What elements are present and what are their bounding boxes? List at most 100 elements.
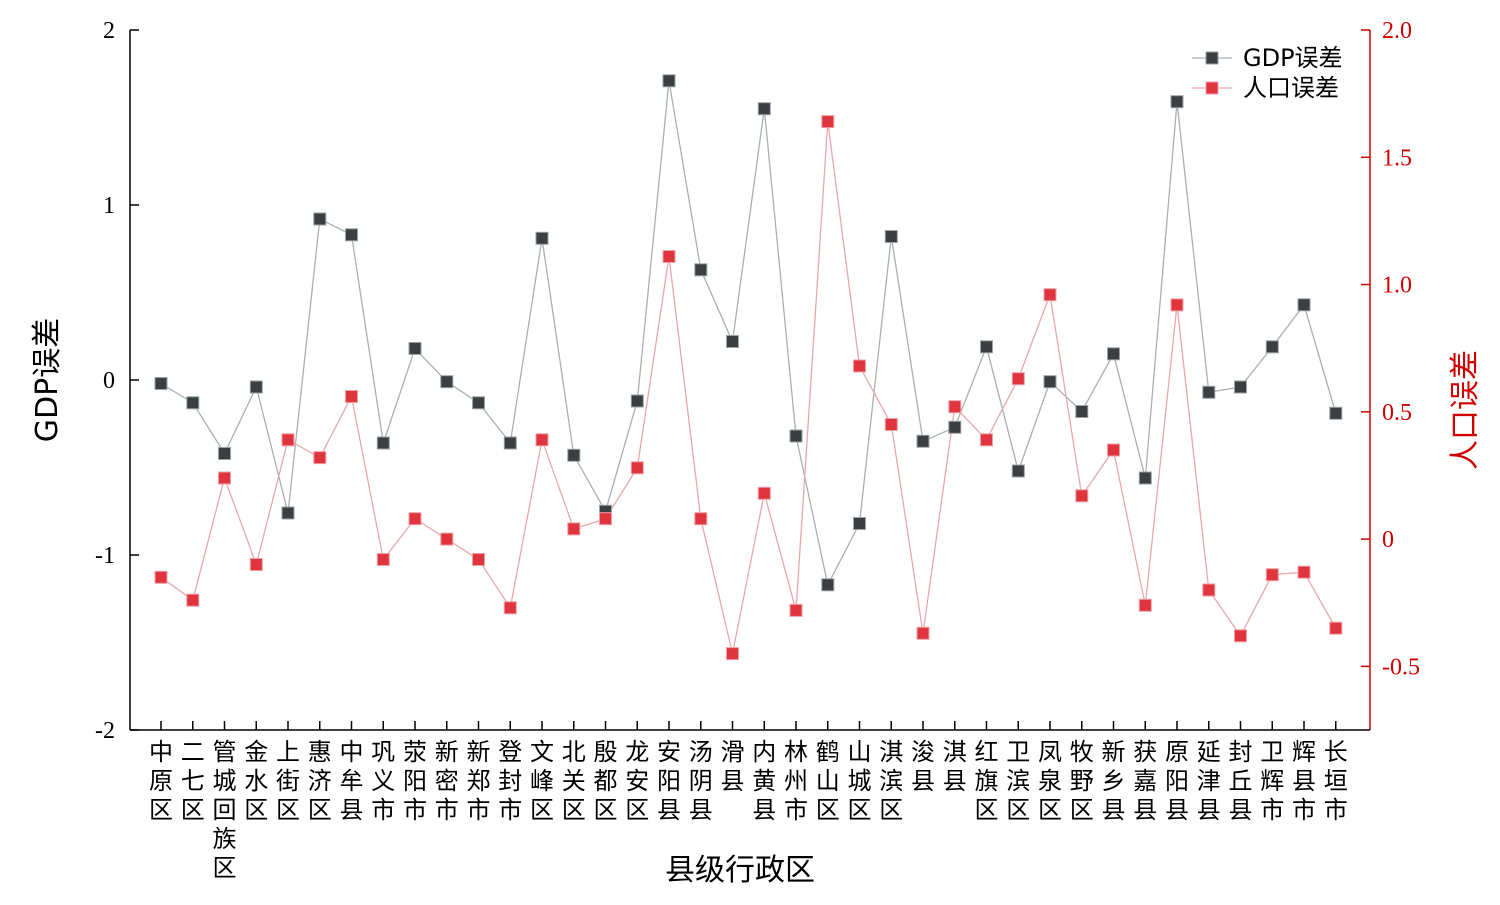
gdp-point	[154, 377, 168, 390]
x-tick-label: 登封市	[498, 738, 522, 824]
population-point	[281, 433, 295, 447]
right-tick-label: 2.0	[1382, 18, 1412, 44]
population-point	[186, 593, 200, 607]
x-tick-label: 北关区	[562, 738, 586, 824]
x-tick-label: 山城区	[848, 738, 872, 824]
right-tick-label: -0.5	[1382, 654, 1420, 680]
x-tick-label: 鹤山区	[816, 738, 840, 824]
population-point	[694, 512, 708, 526]
gdp-point	[757, 102, 771, 116]
population-point	[1043, 288, 1057, 302]
population-point	[345, 390, 358, 403]
gdp-point	[1107, 347, 1120, 361]
x-tick-label: 汤阴县	[689, 738, 713, 824]
left-tick-label: -1	[95, 543, 115, 569]
x-tick-label: 卫滨区	[1006, 738, 1030, 824]
x-tick-label: 惠济区	[308, 738, 332, 824]
right-tick-label: 0.5	[1382, 400, 1412, 426]
x-tick-label: 巩义市	[371, 738, 395, 824]
population-point	[980, 433, 993, 447]
x-tick-label: 安阳县	[657, 738, 681, 824]
x-tick-label: 长垣市	[1324, 738, 1348, 824]
x-ticks: 中原区二七区管城回族区金水区上街区惠济区中牟县巩义市荥阳市新密市新郑市登封市文峰…	[149, 721, 1348, 882]
series-points	[154, 74, 1343, 661]
population-point	[376, 553, 390, 566]
population-point	[218, 471, 231, 485]
population-point	[630, 461, 644, 475]
gdp-point	[884, 230, 898, 243]
population-point	[535, 433, 549, 447]
left-tick-label: 1	[103, 193, 115, 219]
x-axis-title: 县级行政区	[665, 853, 815, 888]
x-tick-label: 金水区	[244, 738, 268, 824]
legend-gdp-label: GDP误差	[1243, 44, 1343, 72]
population-point	[1297, 565, 1311, 579]
gdp-point	[853, 517, 866, 530]
gdp-point	[345, 228, 358, 242]
population-point	[408, 512, 422, 526]
population-point	[1202, 583, 1216, 597]
gdp-point	[440, 375, 454, 389]
x-tick-label: 辉县市	[1292, 738, 1316, 824]
population-point	[789, 603, 803, 617]
gdp-point	[408, 342, 422, 355]
population-point	[1107, 443, 1120, 457]
population-point	[853, 359, 866, 373]
gdp-point	[1202, 385, 1216, 399]
population-series-line	[160, 121, 1337, 654]
left-tick-label: -2	[95, 718, 115, 744]
x-tick-label: 管城回族区	[213, 738, 237, 882]
population-point	[1011, 372, 1025, 386]
gdp-point	[1043, 375, 1057, 389]
gdp-point	[1297, 298, 1311, 312]
series-lines	[160, 80, 1337, 654]
x-tick-label: 卫辉市	[1260, 738, 1284, 824]
population-point	[884, 418, 898, 431]
x-tick-label: 新郑市	[467, 738, 491, 824]
population-point	[916, 626, 930, 640]
population-point	[1329, 621, 1343, 635]
x-tick-label: 封丘县	[1229, 738, 1253, 824]
x-tick-label: 内黄县	[752, 738, 776, 824]
gdp-point	[980, 340, 993, 354]
x-tick-label: 二七区	[181, 738, 205, 824]
population-point	[154, 570, 168, 584]
gdp-point	[186, 396, 200, 410]
right-tick-label: 1.0	[1382, 273, 1412, 299]
population-point	[567, 522, 581, 536]
gdp-point	[1011, 464, 1025, 478]
left-tick-label: 2	[103, 18, 115, 44]
right-y-ticks: 2.0 1.5 1.0 0.5 0 -0.5	[1361, 18, 1420, 680]
gdp-point	[662, 74, 676, 88]
x-tick-label: 滑县	[721, 738, 745, 795]
gdp-point	[313, 212, 327, 226]
x-tick-label: 获嘉县	[1133, 738, 1157, 824]
legend-pop-label: 人口误差	[1243, 74, 1339, 102]
gdp-point	[821, 578, 835, 592]
gdp-point	[916, 434, 930, 448]
population-point	[821, 115, 835, 129]
x-tick-label: 殷都区	[594, 738, 618, 824]
gdp-point	[503, 436, 517, 450]
gdp-point	[789, 429, 803, 443]
population-point	[472, 553, 485, 566]
right-tick-label: 0	[1382, 527, 1394, 553]
gdp-point	[1170, 95, 1184, 109]
legend-pop-marker	[1205, 81, 1219, 95]
gdp-point	[1075, 405, 1089, 418]
x-tick-label: 新密市	[435, 738, 459, 824]
x-tick-label: 中原区	[149, 738, 173, 824]
population-point	[757, 486, 771, 500]
gdp-point	[567, 448, 581, 462]
population-point	[440, 532, 454, 546]
x-tick-label: 龙安区	[625, 738, 649, 824]
gdp-point	[1138, 471, 1152, 485]
population-point	[1138, 598, 1152, 612]
x-tick-label: 淇县	[943, 738, 967, 795]
gdp-point	[948, 420, 962, 434]
population-point	[948, 400, 962, 414]
population-point	[1234, 629, 1247, 643]
population-point	[503, 601, 517, 615]
gdp-point	[630, 394, 644, 408]
